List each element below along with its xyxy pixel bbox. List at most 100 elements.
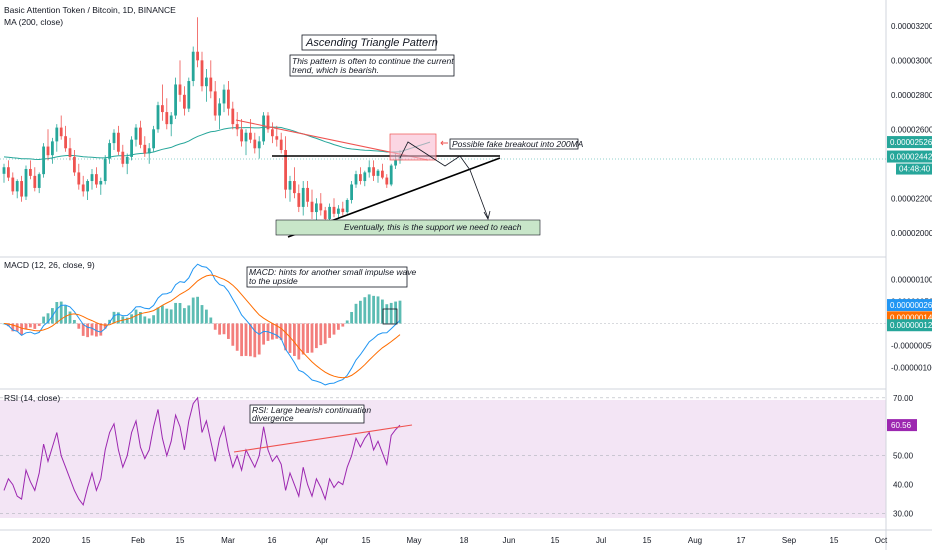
candle-body xyxy=(332,206,336,214)
candle-body xyxy=(15,181,19,192)
candle-body xyxy=(178,84,182,95)
candle-body xyxy=(191,51,195,82)
macd-histogram-bar xyxy=(310,323,314,353)
symbol-title: Basic Attention Token / Bitcoin, 1D, BIN… xyxy=(4,5,176,15)
rsi-axis[interactable]: 70.00 50.00 40.00 30.00 60.56 xyxy=(887,394,917,519)
candle-body xyxy=(262,115,265,142)
candle-body xyxy=(81,184,85,192)
candle-body xyxy=(29,168,32,176)
rsi-tick-label: 30.00 xyxy=(893,510,914,519)
rsi-divergence-line[interactable] xyxy=(233,424,413,453)
candle-body xyxy=(77,172,81,185)
candle-body xyxy=(235,124,239,130)
ma-200-layer xyxy=(3,126,431,161)
macd-histogram-bar xyxy=(147,318,151,324)
candle-body xyxy=(20,181,23,197)
rsi-note-line-2: divergence xyxy=(252,413,294,423)
candle-body xyxy=(354,174,358,185)
rsi-note-box[interactable] xyxy=(249,404,365,424)
time-tick-label: 15 xyxy=(362,536,371,545)
candle-body xyxy=(165,112,169,125)
candle-body xyxy=(95,174,98,185)
macd-histogram-bar xyxy=(161,305,164,324)
macd-histogram-bar xyxy=(359,300,362,324)
macd-histogram-bar xyxy=(200,305,204,324)
time-tick-label: Aug xyxy=(688,536,702,545)
candle-body xyxy=(297,193,301,207)
macd-note-box[interactable] xyxy=(246,266,408,288)
projection-path[interactable] xyxy=(399,141,489,219)
time-tick-label: Jul xyxy=(596,536,606,545)
rsi-tick-label: 70.00 xyxy=(893,394,914,403)
macd-axis[interactable]: 0.000001000.00000050-0.00000050-0.000001… xyxy=(887,276,932,373)
macd-histogram-bar xyxy=(240,323,243,357)
rsi-band xyxy=(0,400,886,518)
macd-histogram-bar xyxy=(183,308,186,324)
candle-body xyxy=(187,81,191,109)
candle-body xyxy=(293,181,296,194)
candle-body xyxy=(306,187,309,202)
rsi-value-tag-text: 60.56 xyxy=(891,421,912,430)
candle-body xyxy=(279,139,283,150)
candle-body xyxy=(156,105,160,130)
macd-histogram-bar xyxy=(394,301,397,324)
time-tick-label: Oct xyxy=(875,536,888,545)
time-tick-label: 15 xyxy=(551,536,560,545)
time-tick-label: Sep xyxy=(782,536,797,545)
candle-body xyxy=(90,174,94,182)
macd-histogram-bar xyxy=(319,323,323,346)
macd-histogram-bar xyxy=(235,323,239,351)
macd-value-tag-text: 0.00000014 xyxy=(890,313,932,322)
macd-histogram-bar xyxy=(169,309,173,324)
macd-line xyxy=(3,263,401,386)
price-axis[interactable]: 0.00003200 0.00003000 0.00002800 0.00002600… xyxy=(887,22,932,238)
support-note-box[interactable] xyxy=(275,219,541,236)
candle-body xyxy=(205,77,208,87)
candle-body xyxy=(359,174,362,182)
candle-body xyxy=(103,158,107,182)
candle-body xyxy=(147,148,151,154)
macd-signal-line xyxy=(3,274,401,379)
candle-body xyxy=(389,165,393,185)
macd-histogram-bar xyxy=(59,301,63,324)
macd-histogram-bar xyxy=(293,323,296,356)
price-tick-label: 0.00002000 xyxy=(891,229,932,238)
candle-body xyxy=(275,136,279,140)
pattern-note-box[interactable] xyxy=(289,54,455,77)
macd-histogram-bar xyxy=(156,307,160,324)
macd-histogram-bar xyxy=(367,294,371,324)
pattern-title: Ascending Triangle Pattern xyxy=(305,37,438,49)
macd-highlight-box[interactable] xyxy=(382,308,398,325)
macd-histogram-bar xyxy=(271,323,274,340)
fake-breakout-note: Possible fake breakout into 200MA xyxy=(452,139,584,149)
candle-body xyxy=(59,127,63,137)
candle-body xyxy=(213,91,217,116)
title-box[interactable] xyxy=(301,34,437,51)
time-tick-label: 17 xyxy=(737,536,746,545)
candle-body xyxy=(284,150,287,190)
time-tick-label: 2020 xyxy=(32,536,50,545)
rsi-note-line-1: RSI: Large bearish continuation xyxy=(252,405,371,415)
macd-histogram-bar xyxy=(20,323,23,336)
macd-histogram-bar xyxy=(37,323,41,326)
macd-histogram-bar xyxy=(174,302,177,324)
macd-layer xyxy=(0,263,886,386)
macd-histogram-bar xyxy=(99,323,103,336)
macd-tick-label: 0.00000100 xyxy=(891,276,932,285)
macd-histogram-bar xyxy=(33,323,37,329)
candle-body xyxy=(249,132,252,140)
macd-histogram-bar xyxy=(68,311,72,324)
candle-body xyxy=(266,115,270,130)
fake-breakout-box[interactable] xyxy=(389,133,437,161)
candle-body xyxy=(174,84,177,116)
macd-value-tag xyxy=(887,299,932,312)
macd-note-line-1: MACD: hints for another small impulse wa… xyxy=(249,267,417,277)
time-axis[interactable]: 2020 15 Feb 15 Mar 16 Apr 15 May 18 Jun 15 Jul 15 Aug 1… xyxy=(32,536,888,545)
macd-histogram-bar xyxy=(372,295,375,324)
macd-histogram-bar xyxy=(249,323,252,357)
macd-legend: MACD (12, 26, close, 9) xyxy=(4,260,95,270)
time-tick-label: 16 xyxy=(268,536,277,545)
fake-breakout-note-box[interactable] xyxy=(449,138,579,150)
